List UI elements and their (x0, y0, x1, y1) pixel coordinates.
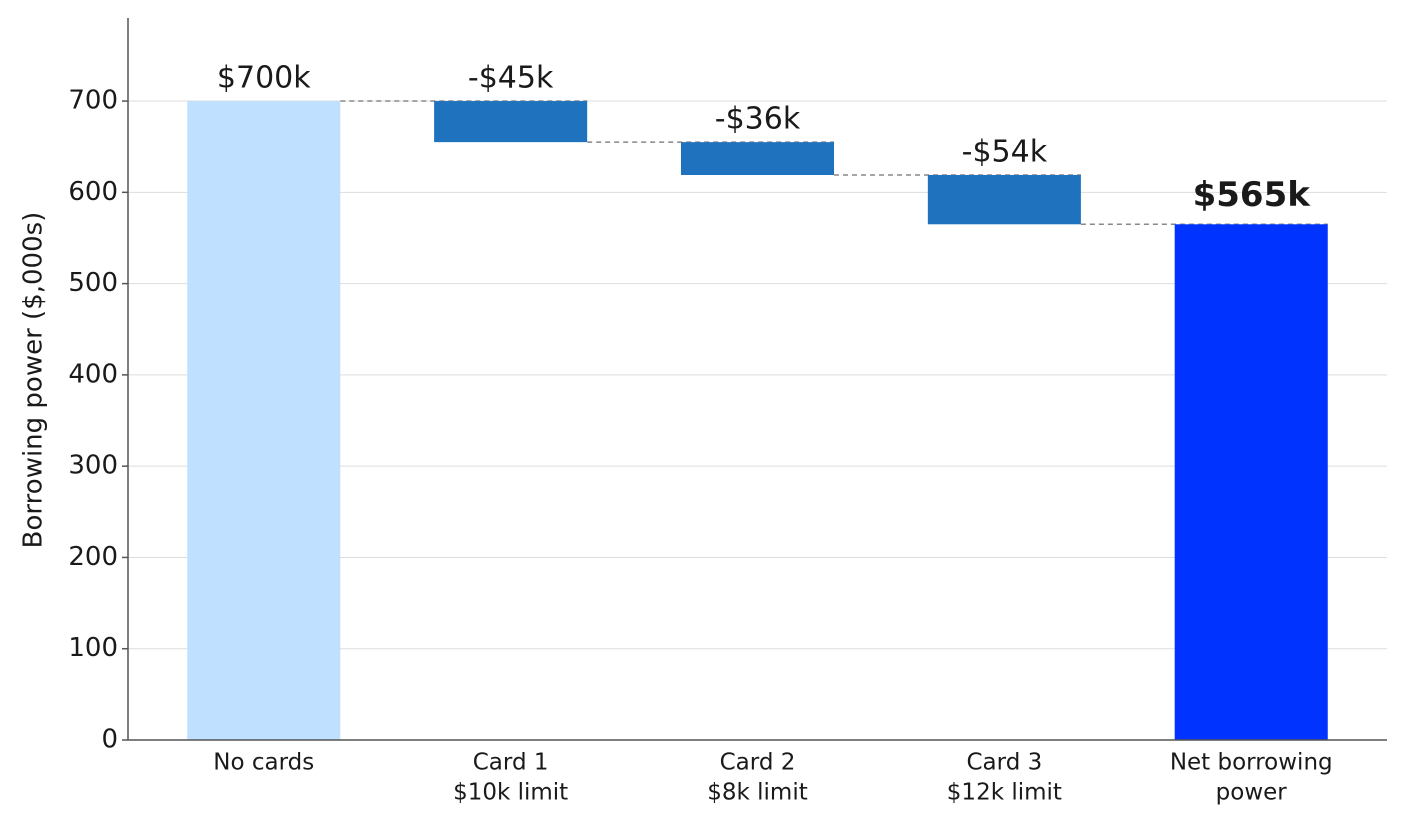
x-tick-label: $10k limit (453, 780, 568, 806)
x-tick-label: Card 2 (720, 750, 796, 776)
bar (927, 174, 1081, 225)
value-label: $700k (217, 61, 311, 96)
y-axis-label: Borrowing power ($,000s) (19, 212, 49, 549)
y-tick-label: 200 (68, 542, 118, 572)
y-tick-label: 700 (68, 86, 118, 116)
y-tick-label: 100 (68, 633, 118, 663)
y-tick-label: 0 (101, 725, 118, 755)
x-tick-label: $8k limit (707, 780, 808, 806)
y-tick-label: 500 (68, 268, 118, 298)
bar (1174, 224, 1328, 741)
value-label: -$54k (962, 134, 1048, 169)
y-tick-label: 600 (68, 177, 118, 207)
value-label: -$45k (468, 61, 554, 96)
y-tick-label: 300 (68, 451, 118, 481)
x-tick-label: Net borrowing (1170, 750, 1333, 776)
x-tick-label: power (1216, 780, 1288, 806)
bar (680, 142, 835, 175)
y-tick-label: 400 (68, 359, 118, 389)
value-label: -$36k (715, 102, 801, 137)
x-tick-label: Card 3 (966, 750, 1042, 776)
value-label: $565k (1193, 175, 1312, 215)
x-tick-label: No cards (213, 750, 314, 776)
x-tick-label: Card 1 (473, 750, 549, 776)
x-tick-label: $12k limit (947, 780, 1062, 806)
bar (187, 101, 341, 740)
bar (434, 101, 588, 143)
